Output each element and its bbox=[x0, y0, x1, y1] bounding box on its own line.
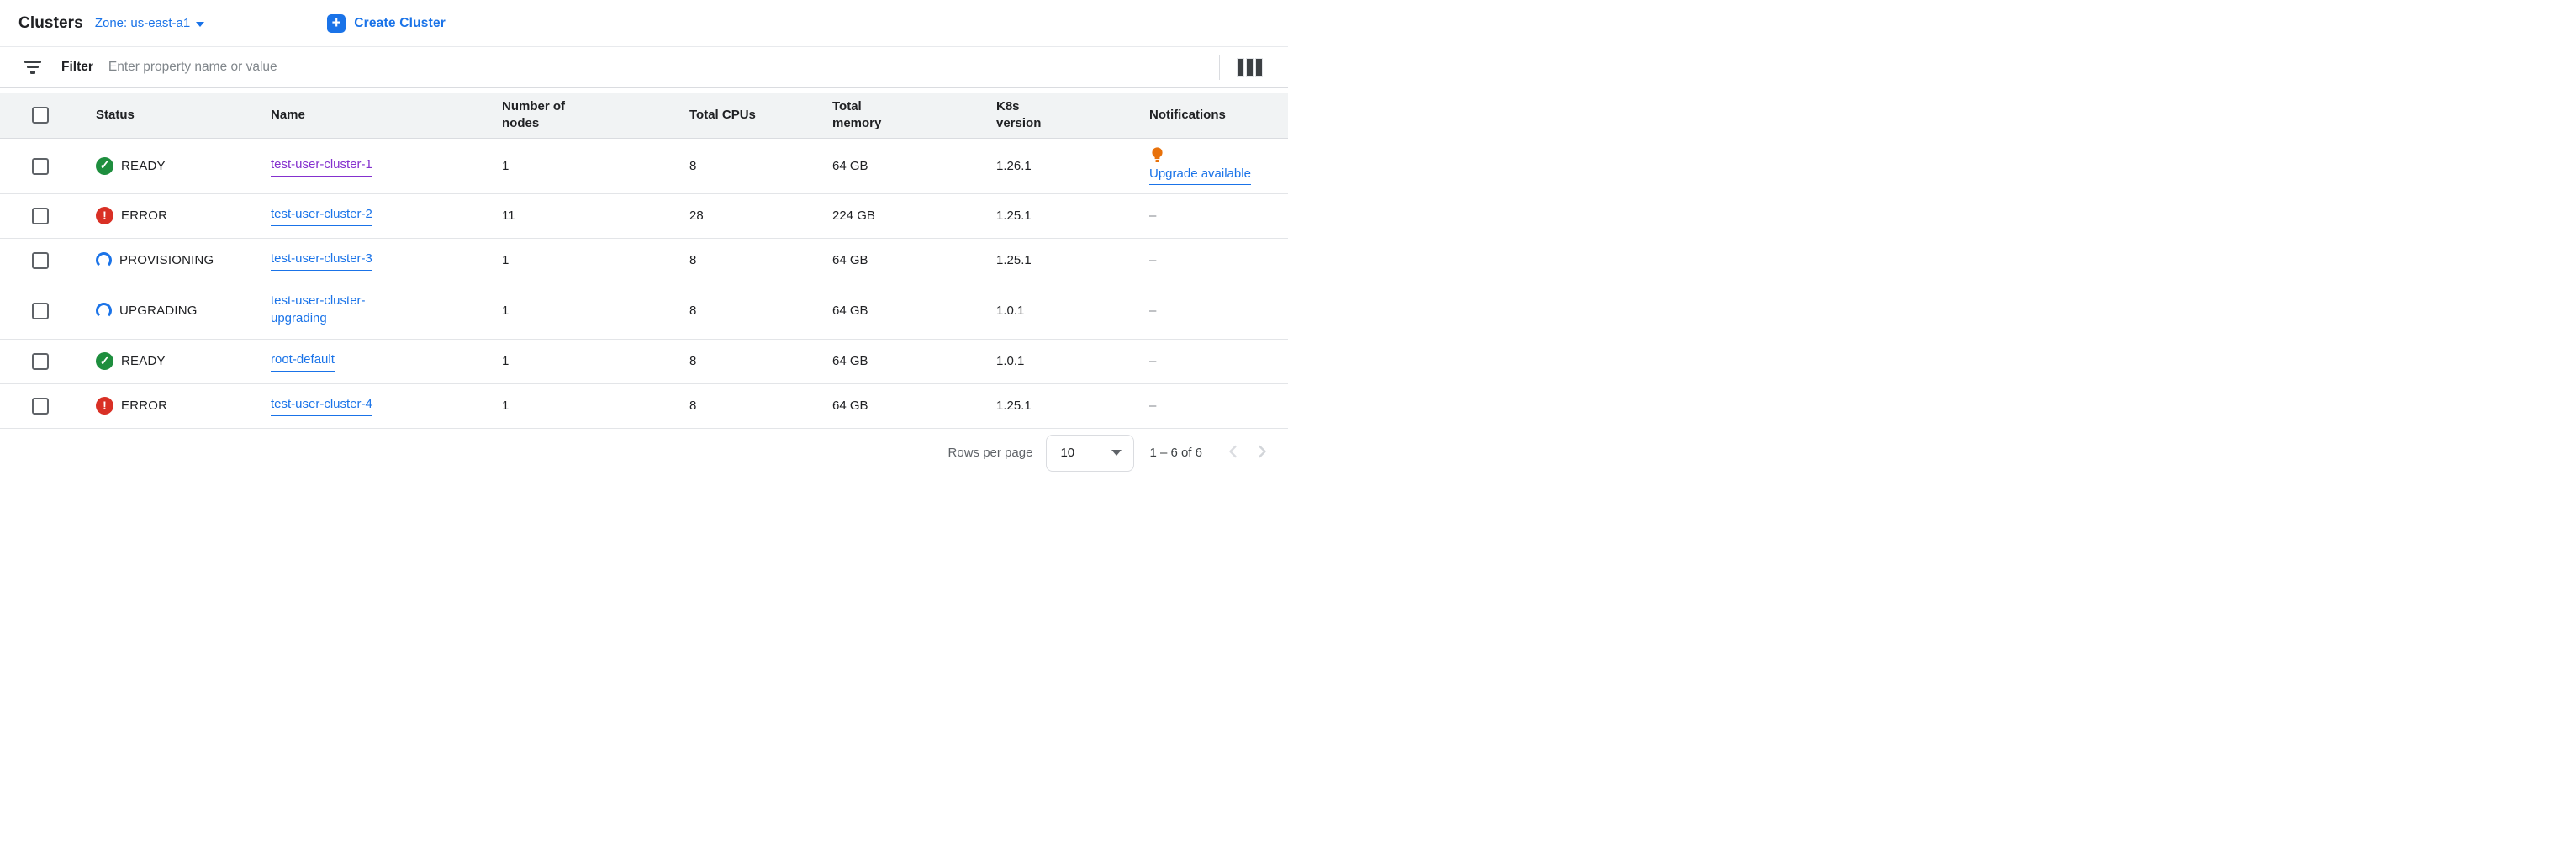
column-header-notifications: Notifications bbox=[1139, 93, 1288, 139]
create-cluster-label: Create Cluster bbox=[354, 15, 446, 30]
ready-status-icon: ✓ bbox=[96, 156, 113, 175]
column-header-total-memory: Total memory bbox=[822, 93, 986, 139]
filter-label: Filter bbox=[61, 60, 93, 74]
cluster-name-link[interactable]: test-user-cluster-4 bbox=[271, 395, 372, 416]
cluster-name-link[interactable]: test-user-cluster-3 bbox=[271, 250, 372, 271]
notification-empty-dash: – bbox=[1149, 304, 1157, 318]
row-checkbox[interactable] bbox=[32, 157, 49, 175]
filter-icon[interactable] bbox=[24, 61, 41, 74]
cpus-count: 8 bbox=[679, 138, 822, 194]
memory-total: 64 GB bbox=[822, 283, 986, 340]
spinner-status-icon bbox=[96, 252, 112, 268]
rows-per-page-label: Rows per page bbox=[948, 446, 1033, 460]
cluster-name-link[interactable]: test-user-cluster-1 bbox=[271, 156, 372, 177]
filter-bar: Filter bbox=[0, 47, 1288, 88]
status-label: ERROR bbox=[121, 209, 168, 223]
row-checkbox[interactable] bbox=[32, 208, 49, 225]
k8s-version: 1.25.1 bbox=[986, 193, 1139, 239]
select-all-checkbox[interactable] bbox=[32, 107, 49, 124]
column-header-status: Status bbox=[76, 93, 261, 139]
memory-total: 64 GB bbox=[822, 383, 986, 429]
row-checkbox[interactable] bbox=[32, 252, 49, 270]
k8s-version: 1.25.1 bbox=[986, 383, 1139, 429]
filter-input[interactable] bbox=[108, 60, 1212, 75]
rows-per-page-select[interactable]: 10 bbox=[1046, 434, 1135, 472]
create-cluster-button[interactable]: + Create Cluster bbox=[327, 13, 446, 33]
table-header-row: Status Name Number of nodes Total CPUs T… bbox=[0, 93, 1288, 139]
page-title: Clusters bbox=[18, 13, 83, 32]
clusters-table: Status Name Number of nodes Total CPUs T… bbox=[0, 93, 1288, 429]
notification-empty-dash: – bbox=[1149, 399, 1157, 413]
row-checkbox[interactable] bbox=[32, 353, 49, 371]
page-header: Clusters Zone: us-east-a1 + Create Clust… bbox=[0, 0, 1288, 47]
chevron-down-icon bbox=[196, 21, 205, 27]
status-label: ERROR bbox=[121, 399, 168, 413]
dropdown-arrow-icon bbox=[1111, 450, 1122, 456]
table-row: ✓ READY test-user-cluster-1 1 8 64 GB 1.… bbox=[0, 138, 1288, 194]
status-label: READY bbox=[121, 354, 166, 368]
nodes-count: 11 bbox=[492, 193, 679, 239]
table-row: PROVISIONING test-user-cluster-3 1 8 64 … bbox=[0, 238, 1288, 283]
memory-total: 64 GB bbox=[822, 138, 986, 194]
k8s-version: 1.0.1 bbox=[986, 283, 1139, 340]
notification-empty-dash: – bbox=[1149, 253, 1157, 267]
nodes-count: 1 bbox=[492, 238, 679, 283]
cluster-name-link[interactable]: test-user-cluster-upgrading bbox=[271, 292, 404, 330]
memory-total: 64 GB bbox=[822, 339, 986, 384]
column-header-total-cpus: Total CPUs bbox=[679, 93, 822, 139]
memory-total: 224 GB bbox=[822, 193, 986, 239]
next-page-button[interactable] bbox=[1253, 442, 1271, 463]
divider bbox=[1219, 55, 1220, 80]
plus-icon: + bbox=[327, 13, 346, 33]
cpus-count: 8 bbox=[679, 339, 822, 384]
zone-selector[interactable]: Zone: us-east-a1 bbox=[94, 16, 205, 30]
k8s-version: 1.25.1 bbox=[986, 238, 1139, 283]
error-status-icon: ! bbox=[96, 207, 113, 224]
zone-selector-label: Zone: us-east-a1 bbox=[94, 16, 191, 30]
cpus-count: 8 bbox=[679, 238, 822, 283]
table-row: ✓ READY root-default 1 8 64 GB 1.0.1 – bbox=[0, 339, 1288, 384]
row-checkbox[interactable] bbox=[32, 303, 49, 320]
cluster-name-link[interactable]: root-default bbox=[271, 351, 335, 372]
k8s-version: 1.0.1 bbox=[986, 339, 1139, 384]
memory-total: 64 GB bbox=[822, 238, 986, 283]
chevron-right-icon bbox=[1259, 445, 1266, 458]
chevron-left-icon bbox=[1229, 445, 1237, 458]
nodes-count: 1 bbox=[492, 339, 679, 384]
upgrade-lightbulb-icon bbox=[1152, 146, 1163, 162]
rows-per-page-value: 10 bbox=[1060, 446, 1075, 460]
nodes-count: 1 bbox=[492, 383, 679, 429]
cpus-count: 28 bbox=[679, 193, 822, 239]
pagination-bar: Rows per page 10 1 – 6 of 6 bbox=[0, 429, 1288, 478]
status-label: PROVISIONING bbox=[119, 253, 214, 267]
spinner-status-icon bbox=[96, 303, 112, 319]
column-header-number-of-nodes: Number of nodes bbox=[492, 93, 679, 139]
upgrade-available-link[interactable]: Upgrade available bbox=[1149, 165, 1251, 185]
notification-empty-dash: – bbox=[1149, 354, 1157, 368]
cpus-count: 8 bbox=[679, 283, 822, 340]
row-checkbox[interactable] bbox=[32, 398, 49, 415]
nodes-count: 1 bbox=[492, 283, 679, 340]
ready-status-icon: ✓ bbox=[96, 352, 113, 370]
clusters-page: Clusters Zone: us-east-a1 + Create Clust… bbox=[0, 0, 1288, 478]
notification-empty-dash: – bbox=[1149, 209, 1157, 223]
table-row: ! ERROR test-user-cluster-2 11 28 224 GB… bbox=[0, 193, 1288, 239]
column-display-options-icon[interactable] bbox=[1237, 58, 1263, 77]
column-header-k8s-version: K8s version bbox=[986, 93, 1139, 139]
table-row: ! ERROR test-user-cluster-4 1 8 64 GB 1.… bbox=[0, 383, 1288, 429]
error-status-icon: ! bbox=[96, 397, 113, 415]
column-header-name: Name bbox=[261, 93, 492, 139]
status-label: UPGRADING bbox=[119, 304, 198, 318]
cpus-count: 8 bbox=[679, 383, 822, 429]
pagination-range: 1 – 6 of 6 bbox=[1149, 446, 1202, 460]
previous-page-button[interactable] bbox=[1224, 442, 1243, 463]
status-label: READY bbox=[121, 158, 166, 173]
k8s-version: 1.26.1 bbox=[986, 138, 1139, 194]
table-row: UPGRADING test-user-cluster-upgrading 1 … bbox=[0, 283, 1288, 340]
nodes-count: 1 bbox=[492, 138, 679, 194]
cluster-name-link[interactable]: test-user-cluster-2 bbox=[271, 205, 372, 226]
